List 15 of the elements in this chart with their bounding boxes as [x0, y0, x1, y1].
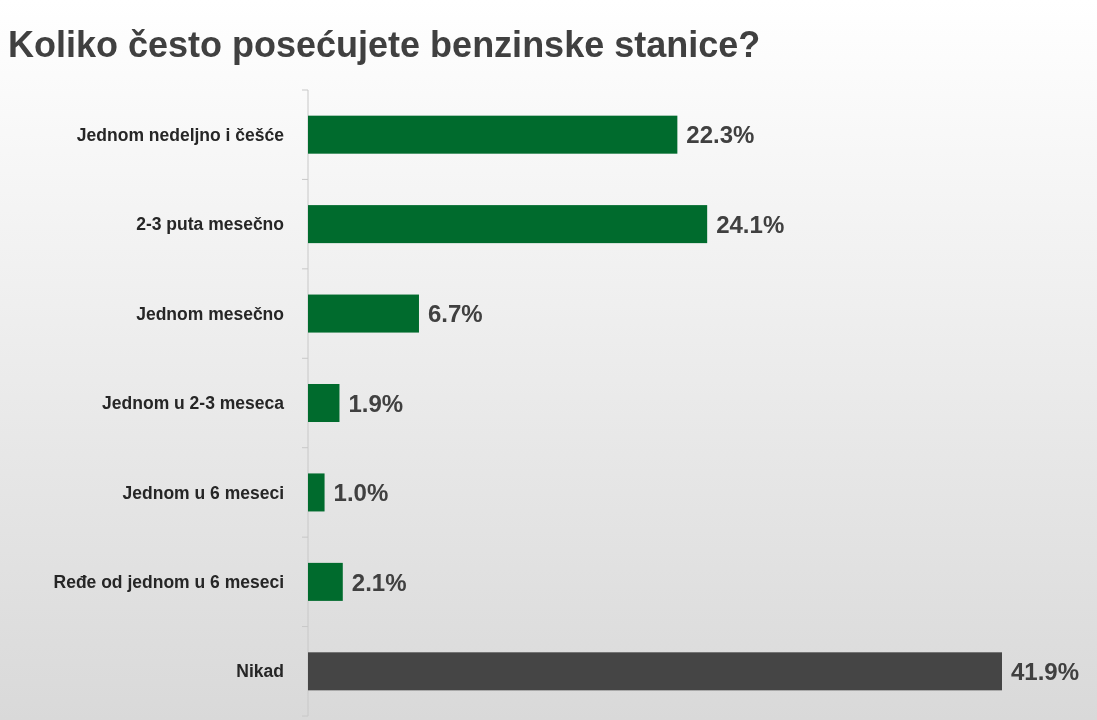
- y-tick-label: Jednom nedeljno i češće: [76, 124, 285, 145]
- chart-title: Koliko često posećujete benzinske stanice?: [8, 24, 761, 65]
- data-label: 6.7%: [427, 300, 483, 328]
- y-tick-label: 2-3 puta mesečno: [136, 214, 284, 235]
- y-tick-label: Jednom u 2-3 meseca: [102, 393, 285, 414]
- data-label: 2.1%: [351, 568, 407, 596]
- data-label: 1.9%: [348, 389, 404, 417]
- data-label: 41.9%: [1011, 657, 1080, 685]
- y-tick-label: Nikad: [236, 661, 284, 682]
- data-label: 22.3%: [686, 121, 755, 149]
- y-tick-label: Ređe od jednom u 6 meseci: [53, 572, 284, 593]
- data-label: 24.1%: [716, 210, 785, 238]
- data-label: 1.0%: [333, 479, 389, 507]
- y-tick-label: Jednom u 6 meseci: [122, 482, 284, 503]
- y-tick-label: Jednom mesečno: [136, 303, 284, 324]
